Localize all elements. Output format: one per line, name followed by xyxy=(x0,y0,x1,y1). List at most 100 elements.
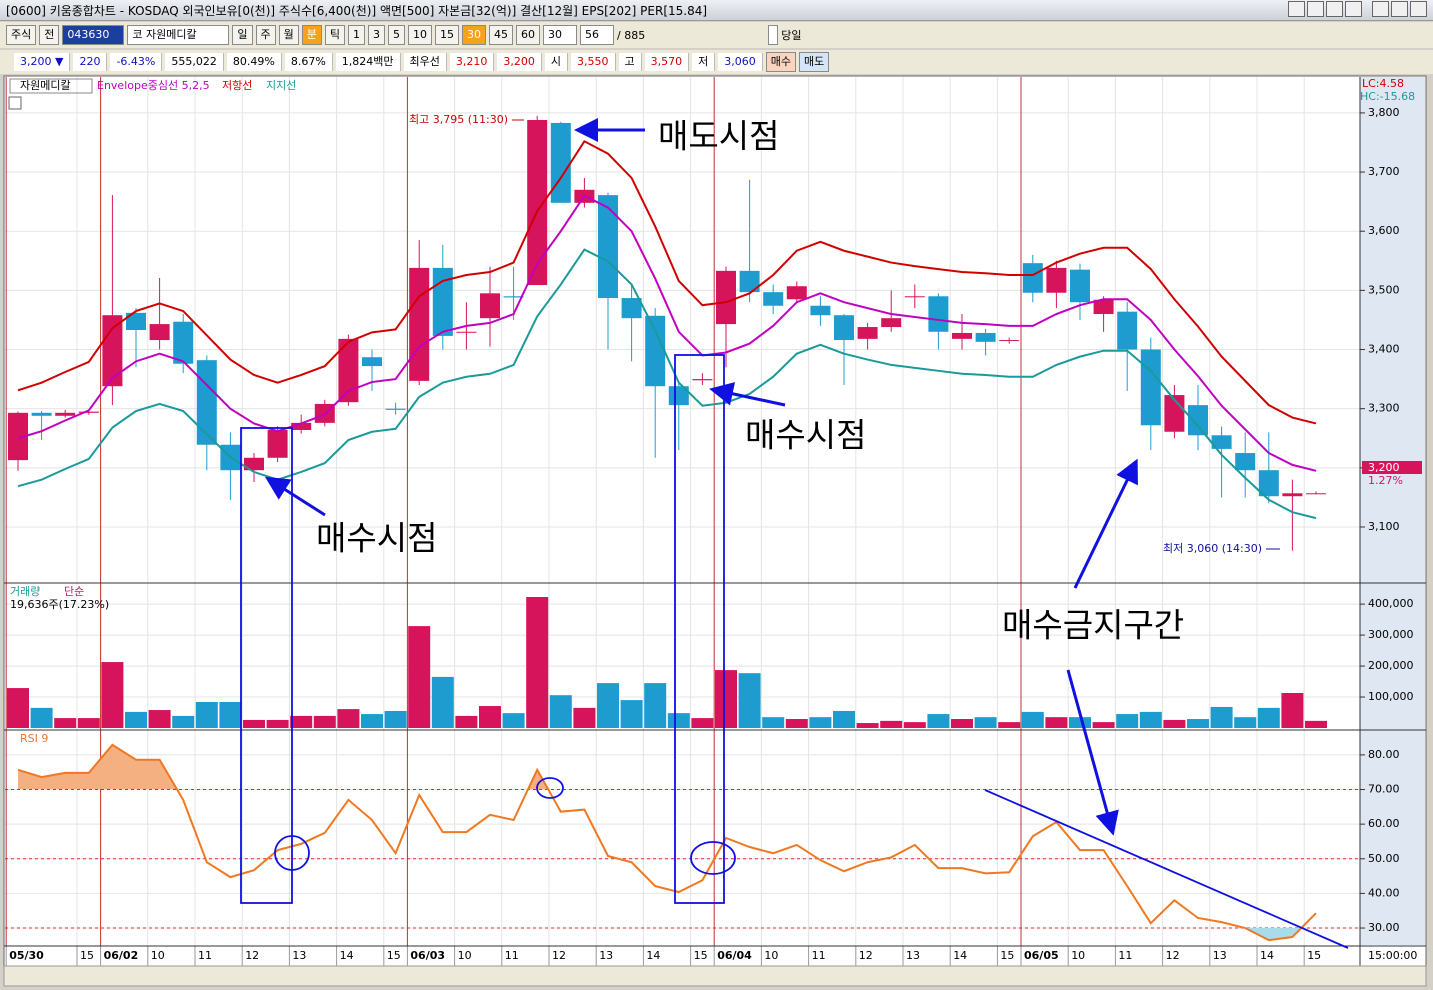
interval-button[interactable]: 45 xyxy=(489,25,513,45)
envelope-line xyxy=(17,248,1317,520)
interval-button[interactable]: 60 xyxy=(516,25,540,45)
x-tick-label: 13 xyxy=(1213,949,1227,962)
candle-body xyxy=(1022,263,1043,293)
volume-bar xyxy=(880,720,903,728)
x-tick-label: 15 xyxy=(387,949,401,962)
candle-body xyxy=(456,331,477,333)
volume-bar xyxy=(1139,711,1162,728)
candle-body xyxy=(928,296,949,332)
volume-bar xyxy=(243,719,265,728)
volume-bar xyxy=(644,683,667,728)
candle-body xyxy=(503,296,524,298)
volume-bar xyxy=(219,701,242,728)
button[interactable] xyxy=(1288,0,1305,17)
volume-bar xyxy=(1163,719,1186,728)
y-tick-label: 300,000 xyxy=(1368,628,1414,641)
candle-body xyxy=(1046,267,1067,293)
interval-button[interactable]: 15 xyxy=(435,25,459,45)
total-count: / 885 xyxy=(617,28,646,42)
volume-bar xyxy=(785,719,808,728)
candle-body xyxy=(645,315,666,387)
button[interactable] xyxy=(1410,0,1427,17)
volume-bar xyxy=(408,626,431,728)
count-input[interactable]: 56 xyxy=(580,25,614,45)
x-tick-label: 06/05 xyxy=(1024,949,1059,962)
volume-bar xyxy=(195,701,218,728)
rsi-title: RSI 9 xyxy=(20,732,48,745)
candle-body xyxy=(621,298,642,319)
annotation: 매수금지구간 xyxy=(1002,606,1184,645)
y-tick-label: 400,000 xyxy=(1368,597,1414,610)
interval-button[interactable]: 10 xyxy=(408,25,432,45)
y-tick-label: 30.00 xyxy=(1368,921,1400,934)
period-button[interactable]: 월 xyxy=(278,25,299,45)
candle-body xyxy=(1211,435,1232,449)
candle-body xyxy=(126,312,146,330)
sell-button[interactable]: 매도 xyxy=(799,52,830,72)
volume-bar xyxy=(266,719,289,728)
volume-bar xyxy=(1281,693,1304,728)
market-select[interactable]: 주식 xyxy=(6,25,37,45)
lc-label: LC:4.58 xyxy=(1362,77,1404,90)
volume-bar xyxy=(1234,717,1257,728)
interval-button[interactable]: 3 xyxy=(368,25,385,45)
quote-label: 시 xyxy=(544,53,569,71)
quote-turnover: 8.67% xyxy=(284,53,333,71)
x-tick-label: 12 xyxy=(552,949,566,962)
y-tick-label: 70.00 xyxy=(1368,783,1400,796)
volume-summary: 19,636주(17.23%) xyxy=(10,598,109,611)
scroll-bar[interactable] xyxy=(3,965,1427,987)
button[interactable] xyxy=(1372,0,1389,17)
volume-bar xyxy=(479,706,501,728)
volume-bar xyxy=(526,597,549,728)
interval-select[interactable]: 30 xyxy=(543,25,577,45)
low-label: 최저 3,060 (14:30) xyxy=(1163,542,1262,555)
volume-bar xyxy=(502,713,525,728)
volume-bar xyxy=(833,710,855,728)
candle-body xyxy=(1117,311,1138,350)
candle-body xyxy=(834,315,854,341)
x-tick-label: 10 xyxy=(458,949,472,962)
button[interactable] xyxy=(1307,0,1324,17)
button[interactable] xyxy=(1391,0,1408,17)
legend-item: 저항선 xyxy=(222,79,252,92)
candle-body xyxy=(692,379,713,381)
title-bar: [0600] 키움종합차트 - KOSDAQ 외국인보유[0(천)] 주식수[6… xyxy=(0,0,1433,21)
period-button[interactable]: 분 xyxy=(301,25,322,45)
y-tick-label: 40.00 xyxy=(1368,886,1400,899)
volume-bar xyxy=(148,710,171,728)
prev-button[interactable]: 전 xyxy=(39,25,60,45)
quote-ask: 3,210 xyxy=(449,53,495,71)
candle-body xyxy=(881,318,902,328)
candle-body xyxy=(149,324,170,341)
candle-body xyxy=(480,293,500,319)
candle-body xyxy=(385,408,406,410)
period-button[interactable]: 주 xyxy=(255,25,276,45)
annotation: 매수시점 xyxy=(316,519,437,558)
period-button[interactable]: 틱 xyxy=(324,25,345,45)
candle-body xyxy=(550,122,571,203)
interval-button[interactable]: 5 xyxy=(388,25,405,45)
volume-bar xyxy=(573,707,596,728)
button[interactable] xyxy=(1345,0,1362,17)
interval-button[interactable]: 30 xyxy=(462,25,486,45)
table-icon[interactable] xyxy=(8,96,22,110)
interval-button[interactable]: 1 xyxy=(348,25,365,45)
period-button[interactable]: 일 xyxy=(232,25,253,45)
code-input[interactable]: 043630 xyxy=(62,25,125,45)
volume-bar xyxy=(313,715,336,728)
x-tick-label: 12 xyxy=(245,949,259,962)
candle-body xyxy=(857,327,878,339)
button[interactable] xyxy=(1326,0,1343,17)
chart-frame xyxy=(3,75,1427,967)
buy-button[interactable]: 매수 xyxy=(765,52,797,72)
checkbox[interactable] xyxy=(768,25,779,45)
envelope-line xyxy=(17,194,1317,472)
y-tick-label: 200,000 xyxy=(1368,659,1414,672)
volume-bar xyxy=(54,718,77,728)
time-end-label: 15:00:00 xyxy=(1368,949,1417,962)
window-title: [0600] 키움종합차트 - KOSDAQ 외국인보유[0(천)] 주식수[6… xyxy=(6,3,708,18)
volume-bar xyxy=(290,715,313,728)
candle-body xyxy=(78,411,99,413)
candle-body xyxy=(244,457,264,471)
